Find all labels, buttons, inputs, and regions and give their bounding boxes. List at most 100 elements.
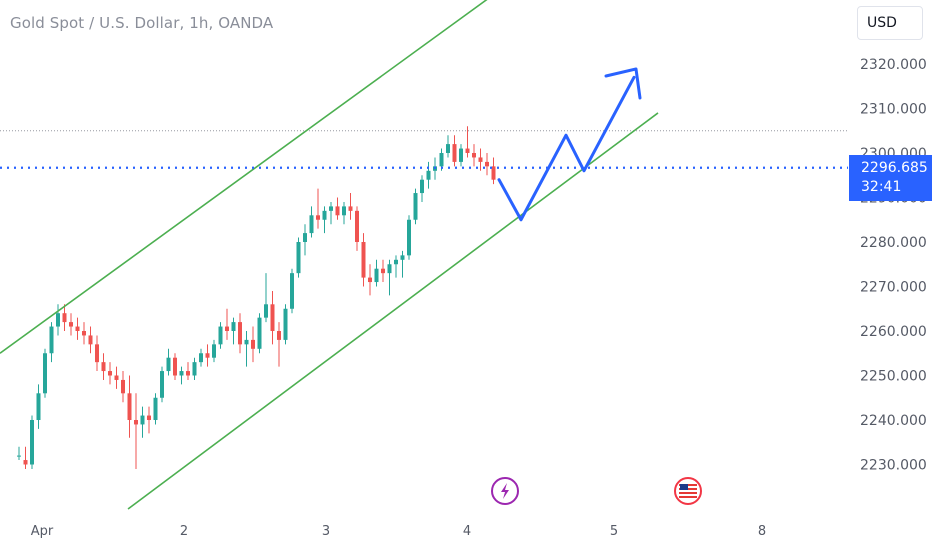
candle-body <box>381 268 385 274</box>
candle-body <box>257 317 262 349</box>
candle-body <box>36 393 41 420</box>
current-price-value: 2296.685 <box>861 160 928 176</box>
bar-countdown: 32:41 <box>861 179 902 195</box>
candle-body <box>348 206 353 211</box>
candle-body <box>231 322 236 331</box>
candle-body <box>173 357 177 376</box>
candle-body <box>296 242 301 274</box>
candle-body <box>361 242 366 278</box>
candle-body <box>485 161 489 167</box>
candle-body <box>264 304 268 318</box>
us-flag-icon-canton <box>680 484 688 490</box>
candle-body <box>218 326 223 345</box>
candle-body <box>75 326 80 331</box>
candle-body <box>400 255 405 260</box>
candle-body <box>140 415 145 425</box>
candle-body <box>199 353 203 363</box>
candle-body <box>186 371 190 376</box>
candle-body <box>127 393 132 420</box>
candle-body <box>374 268 379 283</box>
candle-body <box>192 362 197 376</box>
candle-body <box>23 460 28 465</box>
candle-body <box>322 210 327 220</box>
candle-body <box>88 335 93 345</box>
x-tick-label: 2 <box>180 524 188 539</box>
candle-body <box>212 344 216 358</box>
projection-path[interactable] <box>497 75 636 222</box>
y-tick-label: 2240.000 <box>860 413 927 429</box>
x-tick-label: 4 <box>463 524 471 539</box>
candle-body <box>244 339 249 345</box>
candle-body <box>303 233 307 242</box>
candle-body <box>62 313 67 323</box>
candle-body <box>179 371 184 376</box>
candle-body <box>30 420 34 465</box>
candle-body <box>114 375 119 380</box>
candle-body <box>472 153 476 158</box>
candle-body <box>329 206 333 211</box>
y-tick-label: 2250.000 <box>860 369 927 385</box>
candle-body <box>238 322 242 345</box>
candle-body <box>459 148 463 162</box>
candle-body <box>251 339 255 349</box>
y-tick-label: 2270.000 <box>860 280 927 296</box>
candle-body <box>452 144 457 162</box>
currency-selector-button[interactable]: USD <box>857 6 923 40</box>
candle-body <box>95 344 99 363</box>
candle-body <box>134 420 138 425</box>
x-tick-label: Apr <box>31 524 54 539</box>
candle-body <box>394 259 398 265</box>
candle-body <box>335 206 340 216</box>
candle-body <box>465 148 470 153</box>
candle-body <box>82 331 86 336</box>
lightning-icon[interactable] <box>491 477 519 505</box>
candle-body <box>342 206 346 216</box>
x-tick-label: 5 <box>610 524 618 539</box>
candle-body <box>17 455 21 457</box>
candle-body <box>49 326 54 354</box>
candle-body <box>355 210 359 242</box>
candle-body <box>439 153 444 167</box>
candle-body <box>147 415 151 420</box>
candle-body <box>56 313 60 327</box>
candle-body <box>225 326 229 331</box>
candle-body <box>309 215 314 234</box>
candle-body <box>121 379 125 394</box>
candle-body <box>153 397 158 420</box>
candle-body <box>290 273 294 309</box>
candle-body <box>108 371 112 376</box>
chart-title: Gold Spot / U.S. Dollar, 1h, OANDA <box>10 14 274 32</box>
x-tick-label: 3 <box>322 524 330 539</box>
y-tick-label: 2280.000 <box>860 235 927 251</box>
candle-body <box>413 193 418 220</box>
candle-body <box>368 277 372 283</box>
candle-body <box>270 304 275 331</box>
us-flag-icon-stripe <box>679 492 697 494</box>
x-tick-label: 8 <box>758 524 766 539</box>
candle-body <box>316 215 320 220</box>
candle-body <box>387 264 392 274</box>
candle-body <box>426 170 431 180</box>
candle-body <box>160 371 164 398</box>
candle-body <box>69 322 73 327</box>
channel-lower-line[interactable] <box>127 112 659 510</box>
current-price-tag: 2296.685 32:41 <box>849 155 932 201</box>
candle-body <box>205 353 210 358</box>
candle-body <box>446 144 450 153</box>
y-tick-label: 2230.000 <box>860 458 927 474</box>
us-flag-icon[interactable] <box>674 477 702 505</box>
y-tick-label: 2320.000 <box>860 57 927 73</box>
candle-body <box>101 362 106 372</box>
candle-body <box>166 357 171 372</box>
candle-body <box>478 157 483 162</box>
y-tick-label: 2310.000 <box>860 102 927 118</box>
y-tick-label: 2260.000 <box>860 324 927 340</box>
channel-upper-line[interactable] <box>0 0 490 354</box>
lightning-icon-bolt <box>501 483 509 499</box>
candle-body <box>43 353 47 394</box>
candle-body <box>283 308 288 340</box>
candle-body <box>491 166 496 180</box>
us-flag-icon-stripe <box>679 496 697 498</box>
candle-body <box>407 219 411 256</box>
